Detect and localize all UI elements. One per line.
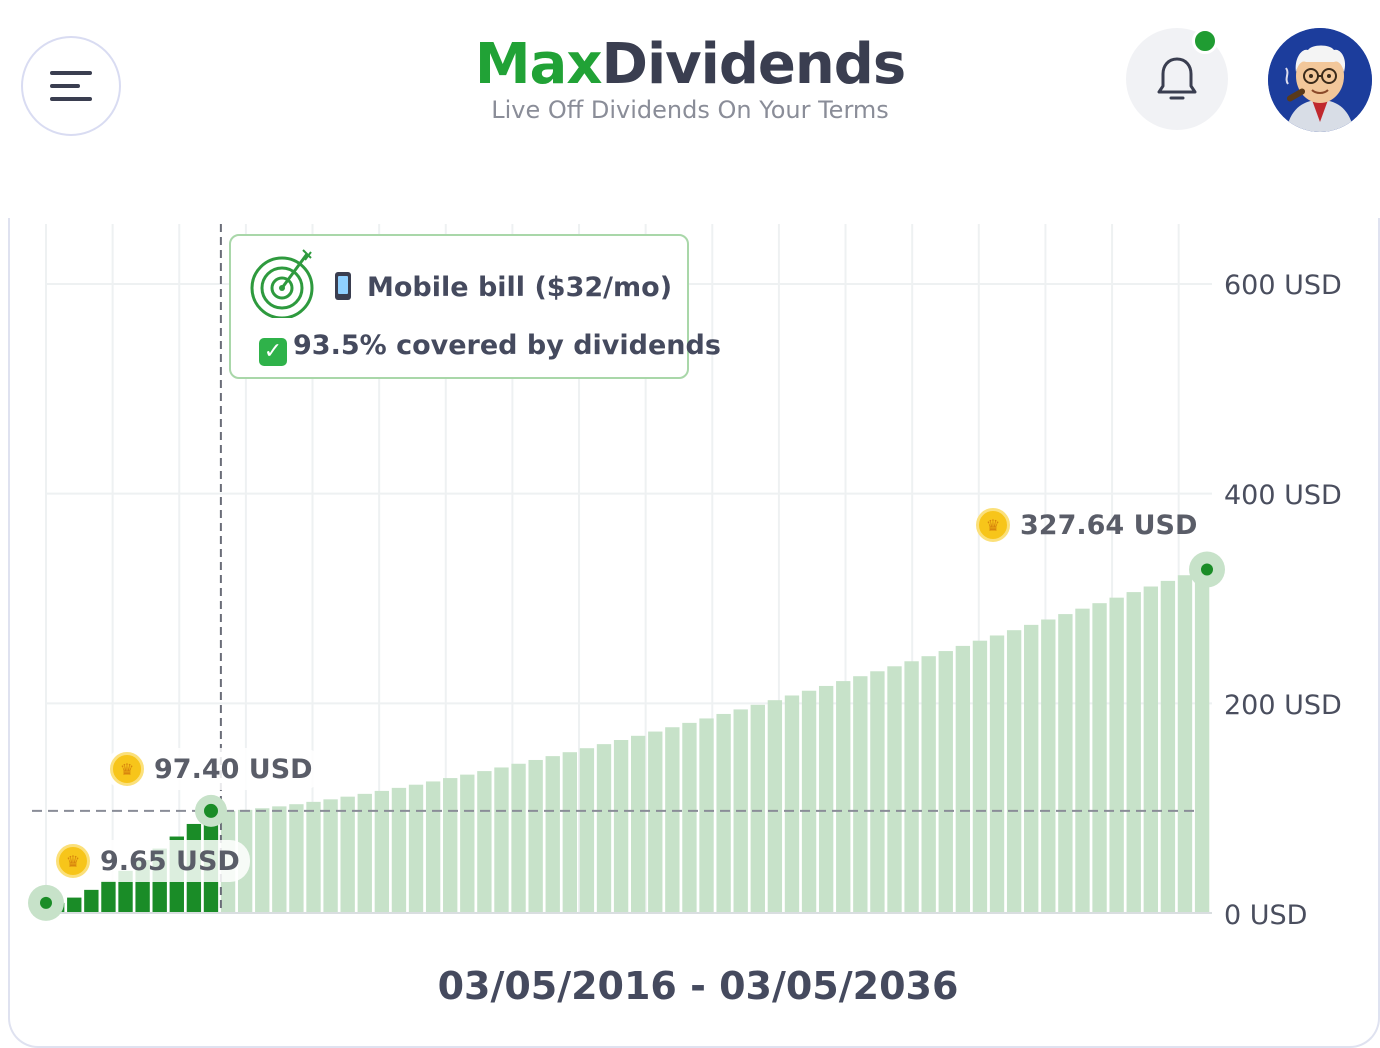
mobile-phone-icon: [335, 272, 351, 300]
bar-projected: [340, 796, 355, 913]
bar-projected: [443, 778, 458, 913]
bar-projected: [1143, 586, 1159, 913]
bar-projected: [699, 718, 714, 913]
bar-projected: [289, 804, 304, 913]
start-value-label: ♛ 9.65 USD: [52, 840, 250, 882]
end-value-text: 327.64 USD: [1020, 509, 1198, 541]
bar-projected: [425, 781, 441, 913]
bar-projected: [784, 695, 800, 913]
y-tick-label: 400 USD: [1224, 480, 1342, 511]
bar-projected: [665, 727, 680, 913]
bar-projected: [255, 808, 270, 913]
end-value-label: ♛ 327.64 USD: [976, 508, 1197, 542]
bar-projected: [1160, 580, 1176, 913]
bar-projected: [494, 767, 509, 913]
bar-projected: [1041, 619, 1056, 913]
bar-projected: [853, 676, 868, 913]
crown-coin-icon: ♛: [56, 844, 90, 878]
bar-projected: [391, 787, 407, 913]
bar-paid: [84, 889, 99, 913]
goal-text: Mobile bill ($32/mo): [367, 272, 673, 303]
menu-button[interactable]: [21, 36, 121, 136]
start-marker: [40, 896, 52, 909]
coverage-line: ✓ 93.5% covered by dividends: [259, 330, 721, 366]
goal-text-line: Mobile bill ($32/mo): [335, 272, 672, 303]
bar-projected: [460, 774, 475, 913]
y-tick-label: 600 USD: [1224, 270, 1342, 301]
bar-projected: [887, 666, 902, 913]
bar-projected: [631, 735, 646, 913]
bar-projected: [323, 799, 338, 913]
bar-projected: [1194, 569, 1210, 913]
bar-paid: [67, 897, 82, 913]
brand-tagline: Live Off Dividends On Your Terms: [491, 96, 889, 124]
bar-projected: [989, 635, 1005, 913]
check-icon: ✓: [259, 338, 287, 366]
bar-projected: [870, 671, 885, 913]
bar-projected: [921, 656, 936, 913]
bar-projected: [374, 790, 390, 913]
bar-projected: [648, 731, 663, 913]
bar-projected: [750, 704, 765, 913]
bar-projected: [579, 748, 595, 913]
bar-projected: [1092, 603, 1107, 913]
bar-projected: [716, 713, 731, 913]
crown-coin-icon: ♛: [110, 752, 144, 786]
bar-projected: [1024, 624, 1039, 913]
goal-tooltip: Mobile bill ($32/mo) ✓ 93.5% covered by d…: [229, 234, 721, 379]
bar-projected: [528, 759, 543, 913]
current-value-label: ♛ 97.40 USD: [106, 748, 323, 790]
bar-projected: [904, 661, 919, 913]
brand-logo-text[interactable]: MaxDividends: [0, 30, 1380, 100]
y-tick-label: 0 USD: [1224, 900, 1308, 931]
bar-projected: [972, 640, 988, 913]
start-value-text: 9.65 USD: [100, 845, 240, 877]
bar-projected: [545, 756, 560, 913]
brand-header: MaxDividends Live Off Dividends On Your …: [0, 30, 1380, 124]
bar-projected: [477, 771, 492, 913]
date-range: 03/05/2016 - 03/05/2036: [437, 964, 959, 1008]
bar-projected: [562, 752, 578, 913]
bar-projected: [306, 801, 321, 913]
bar-projected: [801, 690, 817, 913]
hamburger-menu-icon: [50, 71, 92, 101]
bar-projected: [1126, 592, 1141, 913]
avatar-illustration: [1268, 28, 1372, 132]
bar-projected: [1006, 630, 1022, 913]
user-avatar[interactable]: [1268, 28, 1372, 132]
bar-projected: [272, 806, 287, 913]
bar-paid: [101, 880, 116, 913]
bar-projected: [1058, 614, 1073, 913]
bar-projected: [1109, 597, 1124, 913]
current-value-text: 97.40 USD: [154, 753, 313, 785]
bar-projected: [682, 722, 697, 913]
bar-projected: [955, 645, 971, 913]
bar-projected: [767, 700, 783, 913]
end-marker: [1201, 563, 1213, 576]
y-tick-label: 200 USD: [1224, 690, 1342, 721]
bar-projected: [596, 744, 612, 913]
bar-projected: [836, 681, 851, 913]
bar-projected: [1075, 608, 1090, 913]
coverage-text: 93.5% covered by dividends: [293, 330, 721, 361]
brand-name-part1: Max: [474, 32, 603, 97]
notification-badge: [1192, 28, 1218, 54]
target-icon: [250, 249, 314, 318]
bar-projected: [511, 763, 526, 913]
current-marker: [204, 803, 218, 818]
bar-projected: [1177, 575, 1193, 913]
brand-name-part2: Dividends: [601, 32, 906, 97]
bell-icon: [1157, 57, 1197, 100]
bar-projected: [613, 740, 629, 913]
bar-projected: [938, 651, 953, 913]
bar-projected: [818, 685, 834, 913]
bar-projected: [357, 793, 372, 913]
crown-coin-icon: ♛: [976, 508, 1010, 542]
bar-projected: [408, 784, 424, 913]
